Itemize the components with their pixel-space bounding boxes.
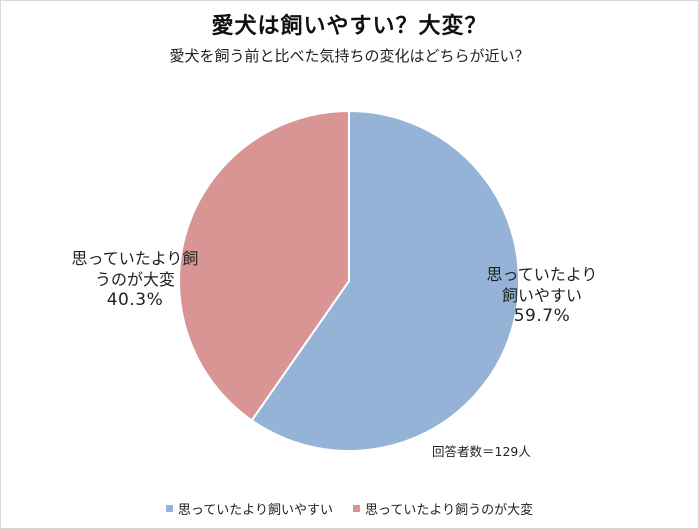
- legend: 思っていたより飼いやすい 思っていたより飼うのが大変: [0, 499, 699, 518]
- data-label-hard-line1: 思っていたより飼: [71, 249, 199, 268]
- chart-subtitle: 愛犬を飼う前と比べた気持ちの変化はどちらが近い？: [169, 47, 530, 65]
- legend-item-easy: 思っていたより飼いやすい: [165, 499, 333, 518]
- legend-swatch-easy: [165, 505, 173, 512]
- data-label-hard-line2: うのが大変: [94, 270, 175, 289]
- data-label-hard: 思っていたより飼 うのが大変 40.3%: [50, 248, 220, 311]
- pie-slice-hard: [178, 109, 350, 422]
- legend-label-hard: 思っていたより飼うのが大変: [365, 503, 534, 518]
- legend-swatch-hard: [353, 505, 360, 512]
- data-label-hard-value: 40.3%: [106, 290, 164, 310]
- chart-title: 愛犬は飼いやすい？大変？: [211, 14, 488, 39]
- legend-label-easy: 思っていたより飼いやすい: [177, 503, 333, 518]
- legend-item-hard: 思っていたより飼うのが大変: [353, 499, 533, 518]
- respondents-note: 回答者数＝129人: [432, 444, 531, 459]
- data-label-easy-line2: 飼いやすい: [501, 286, 582, 305]
- pie-slice-easy: [250, 109, 520, 452]
- data-label-easy-line1: 思っていたより: [486, 265, 598, 284]
- data-label-easy-value: 59.7%: [513, 306, 571, 326]
- data-label-easy: 思っていたより 飼いやすい 59.7%: [462, 264, 622, 327]
